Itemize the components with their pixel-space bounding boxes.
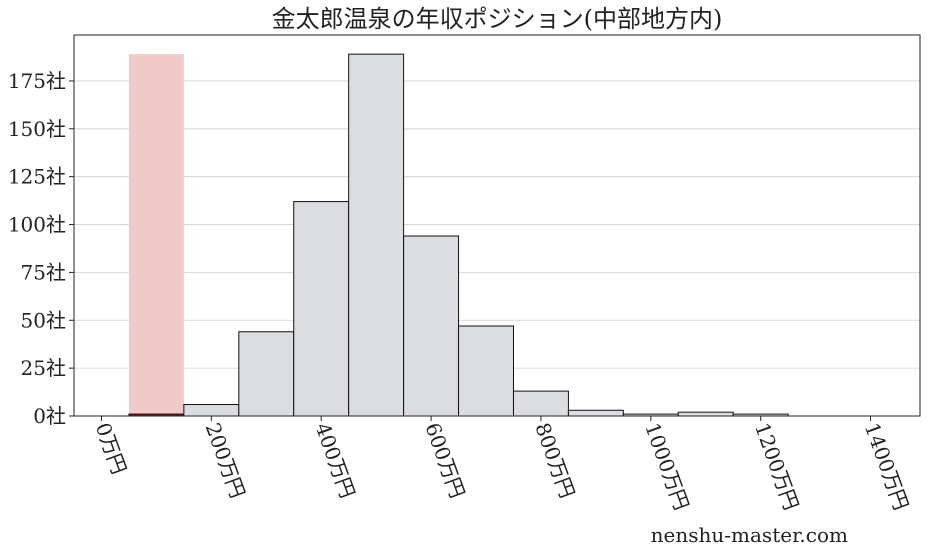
x-tick-label: 200万円 bbox=[201, 420, 250, 502]
histogram-bar-2 bbox=[238, 331, 295, 417]
x-tick-label: 400万円 bbox=[311, 420, 360, 502]
x-axis: 0万円 200万円 400万円 600万円 800万円 1000万円 1200万円 1400万… bbox=[91, 416, 914, 513]
x-tick-label: 1400万円 bbox=[860, 420, 914, 514]
histogram-bar-7 bbox=[512, 390, 569, 417]
y-tick-label: 0社 bbox=[33, 404, 66, 428]
x-tick-label: 600万円 bbox=[420, 420, 469, 502]
histogram-bars bbox=[128, 53, 789, 417]
grid-lines bbox=[74, 80, 920, 369]
x-tick-label: 1000万円 bbox=[640, 420, 694, 514]
watermark-text: nenshu-master.com bbox=[651, 523, 848, 547]
y-tick-label: 100社 bbox=[8, 213, 66, 237]
highlight-band bbox=[128, 54, 184, 417]
highlight-band-rect bbox=[128, 54, 184, 417]
histogram-bar-8 bbox=[567, 409, 624, 417]
y-tick-label: 125社 bbox=[8, 165, 66, 189]
plot-frame bbox=[73, 34, 921, 417]
y-tick-label: 175社 bbox=[8, 69, 66, 93]
histogram-bar-4 bbox=[348, 53, 405, 417]
x-tick-label: 800万円 bbox=[530, 420, 579, 502]
histogram-bar-5 bbox=[403, 235, 460, 417]
histogram-bar-3 bbox=[293, 201, 350, 417]
x-tick-label: 1200万円 bbox=[750, 420, 804, 514]
y-tick-label: 150社 bbox=[8, 117, 66, 141]
histogram-bar-1 bbox=[183, 404, 240, 417]
y-tick-label: 25社 bbox=[21, 356, 66, 380]
y-tick-label: 75社 bbox=[21, 260, 66, 284]
histogram-bar-6 bbox=[458, 325, 514, 417]
y-tick-label: 50社 bbox=[21, 308, 66, 332]
histogram-bar-10 bbox=[677, 411, 734, 417]
y-axis: 0社 25社 50社 75社 100社 125社 150社 175社 bbox=[8, 69, 74, 428]
chart-title: 金太郎温泉の年収ポジション(中部地方内) bbox=[272, 5, 723, 33]
x-tick-label: 0万円 bbox=[91, 420, 132, 478]
